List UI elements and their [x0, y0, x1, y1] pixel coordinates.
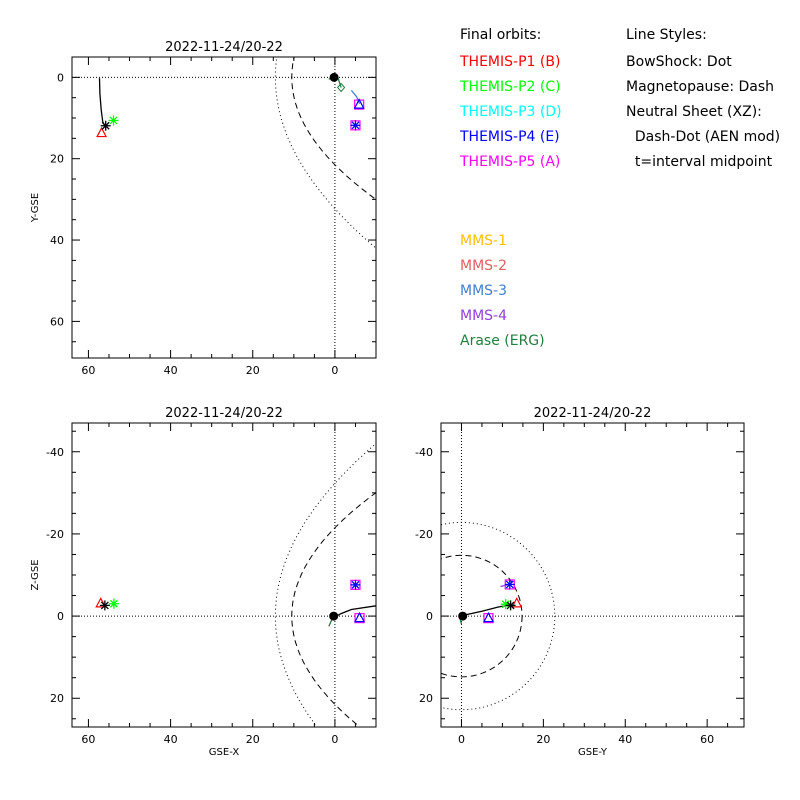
marker-asterisk-1 — [108, 598, 119, 609]
x-tick-label: 60 — [700, 733, 714, 746]
marker-asterisk-6 — [350, 120, 361, 131]
x-tick-label: 0 — [331, 733, 338, 746]
probe-list: THEMIS-P1 (B) THEMIS-P2 (C) THEMIS-P3 (D) T… — [460, 50, 562, 175]
legend-mms-1: MMS-2 — [460, 258, 508, 274]
x-tick-label: 0 — [331, 364, 338, 377]
y-axis-label: Z-GSE — [30, 559, 41, 590]
x-tick-label: 40 — [164, 733, 178, 746]
marker-asterisk-6 — [350, 579, 361, 590]
legend-probe-1: THEMIS-P2 (C) — [460, 79, 561, 95]
x-axis-label: GSE-Y — [578, 747, 608, 758]
y-tick-label: 40 — [50, 234, 64, 247]
plot-area-1 — [72, 423, 376, 727]
y-tick-label: 0 — [57, 610, 64, 623]
y-tick-label: -20 — [415, 528, 433, 541]
plot-area-2 — [441, 423, 744, 727]
chart-panel-2: 0 20 40 60 20 0 -20 -40 2022-11-24/20-22 GSE-Y — [415, 406, 745, 758]
plot-frame-1 — [71, 422, 377, 728]
marker-circle-7 — [458, 611, 468, 621]
x-tick-label: 0 — [458, 733, 465, 746]
y-tick-label: 20 — [50, 692, 64, 705]
y-axis-label: Y-GSE — [30, 193, 41, 223]
bowshock-curve — [274, 442, 376, 727]
x-tick-label: 20 — [246, 733, 260, 746]
orbit-track-0 — [98, 78, 107, 128]
marker-asterisk-2 — [100, 120, 111, 131]
legend-line-style-0: BowShock: Dot — [626, 54, 732, 70]
legend-line-style-2: Neutral Sheet (XZ): — [626, 104, 762, 120]
marker-triangle-0 — [511, 597, 523, 608]
x-tick-label: 60 — [81, 733, 95, 746]
y-tick-label: 20 — [50, 153, 64, 166]
x-tick-label: 20 — [246, 364, 260, 377]
x-tick-label: 60 — [81, 364, 95, 377]
x-tick-label: 40 — [164, 364, 178, 377]
legend-mms-4: Arase (ERG) — [460, 333, 545, 349]
y-tick-label: 0 — [57, 71, 64, 84]
x-tick-label: 40 — [618, 733, 632, 746]
y-tick-label: -40 — [415, 446, 433, 459]
legend-mms-3: MMS-4 — [460, 308, 508, 324]
plot-frame-2 — [440, 422, 745, 728]
marker-asterisk-2 — [505, 600, 516, 611]
x-tick-label: 20 — [536, 733, 550, 746]
marker-circle-7 — [329, 611, 339, 621]
plot-area-0 — [72, 57, 376, 358]
marker-triangle-0 — [96, 126, 108, 138]
y-tick-label: 0 — [426, 610, 433, 623]
legend-mms-0: MMS-1 — [460, 233, 508, 249]
magnetopause-curve — [441, 554, 523, 678]
mms-legend: MMS-1 MMS-2 MMS-3 MMS-4 Arase (ERG) — [460, 229, 545, 354]
legend-probe-4: THEMIS-P5 (A) — [460, 154, 561, 170]
chart-panel-0: 60 40 20 0 0 20 40 60 2022-11-24/20-22 Y-GSE — [30, 40, 377, 377]
legend-line-style-3: Dash-Dot (AEN mod) — [626, 129, 781, 145]
line-styles-title: Line Styles: — [626, 27, 707, 43]
legend-line-style-1: Magnetopause: Dash — [626, 79, 775, 95]
marker-asterisk-2 — [99, 600, 110, 611]
legend-probe-2: THEMIS-P3 (D) — [460, 104, 562, 120]
mms-list: MMS-1 MMS-2 MMS-3 MMS-4 Arase (ERG) — [460, 229, 545, 354]
marker-triangle-0 — [95, 597, 107, 608]
marker-diamond-7 — [336, 82, 346, 93]
y-tick-label: -40 — [46, 446, 64, 459]
y-tick-label: -20 — [46, 528, 64, 541]
marker-triangle-4 — [354, 611, 366, 623]
marker-asterisk-1 — [108, 115, 119, 126]
marker-triangle-4 — [483, 611, 494, 623]
final-orbits-title: Final orbits: — [460, 27, 542, 43]
magnetopause-curve — [291, 57, 376, 201]
final-orbits-legend: Final orbits: THEMIS-P1 (B) THEMIS-P2 (C)… — [460, 23, 562, 175]
marker-asterisk-6 — [504, 579, 515, 590]
y-tick-label: 20 — [419, 692, 433, 705]
marker-triangle-4 — [353, 98, 365, 109]
bowshock-curve — [274, 57, 376, 249]
y-tick-label: 60 — [50, 315, 64, 328]
line-styles-list: BowShock: Dot Magnetopause: Dash Neutral S… — [626, 50, 780, 175]
legend-probe-0: THEMIS-P1 (B) — [460, 54, 561, 70]
chart-panel-1: 60 40 20 0 20 0 -20 -40 2022-11-24/20-22 GSE-X Z-G… — [30, 406, 377, 758]
magnetopause-curve — [291, 492, 376, 727]
legend-line-style-4: t=interval midpoint — [626, 154, 773, 170]
marker-circle-8 — [329, 72, 339, 82]
legend-mms-2: MMS-3 — [460, 283, 508, 299]
plot-frame-0 — [71, 56, 377, 359]
chart-title: 2022-11-24/20-22 — [165, 40, 283, 55]
marker-asterisk-1 — [500, 599, 511, 610]
chart-title: 2022-11-24/20-22 — [534, 406, 652, 421]
legend-probe-3: THEMIS-P4 (E) — [460, 129, 560, 145]
x-axis-label: GSE-X — [209, 747, 240, 758]
chart-title: 2022-11-24/20-22 — [165, 406, 283, 421]
line-styles-legend: Line Styles: BowShock: Dot Magnetopause: … — [626, 23, 780, 175]
